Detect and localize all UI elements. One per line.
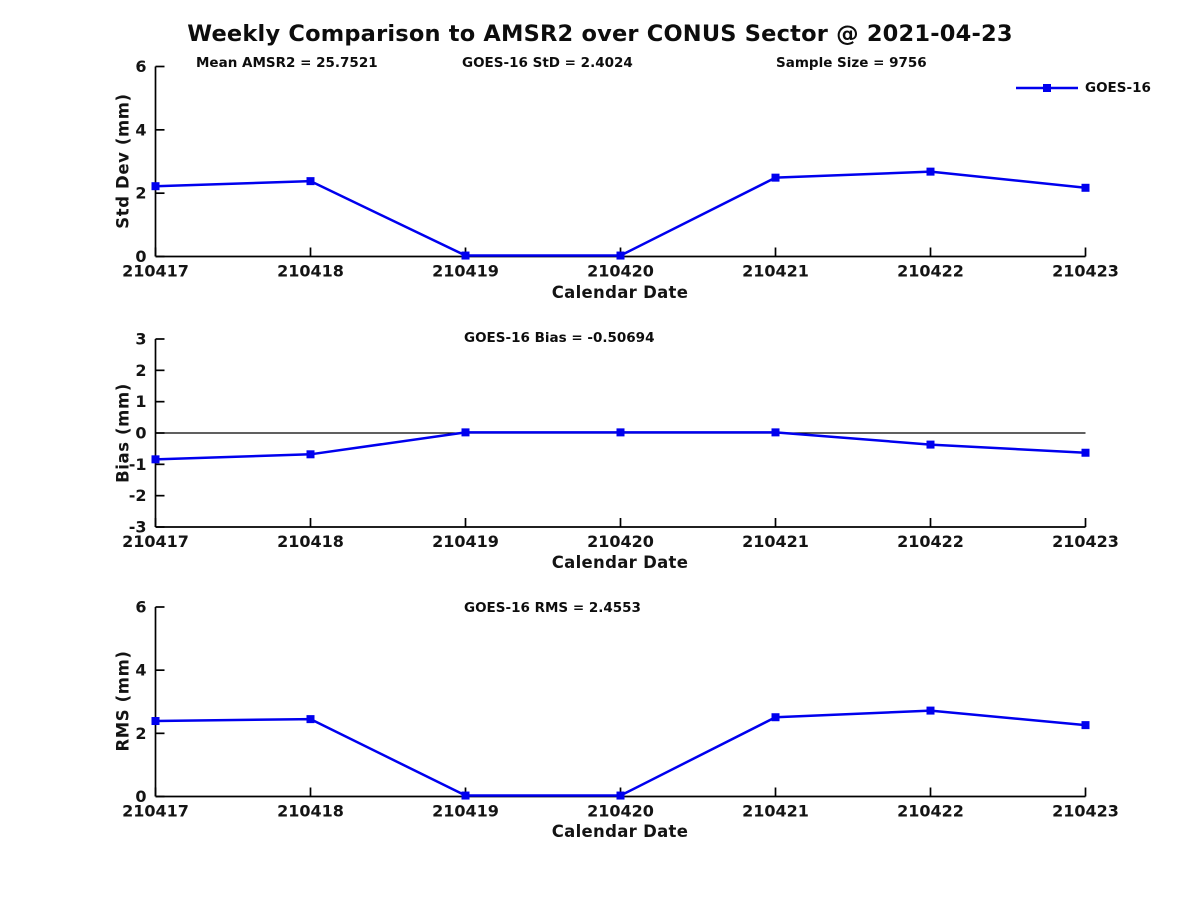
- legend-label: GOES-16: [1085, 80, 1151, 96]
- svg-text:210418: 210418: [277, 532, 344, 551]
- svg-text:210417: 210417: [122, 532, 189, 551]
- legend: GOES-16: [1016, 80, 1151, 96]
- xlabel-calendar-date-1: Calendar Date: [551, 283, 689, 302]
- svg-text:6: 6: [135, 598, 146, 617]
- svg-text:210420: 210420: [587, 802, 654, 821]
- svg-text:0: 0: [135, 247, 146, 266]
- svg-text:2: 2: [135, 184, 146, 203]
- xlabel-calendar-date-3: Calendar Date: [551, 822, 689, 841]
- annotation-goes16-std: GOES-16 StD = 2.4024: [462, 55, 633, 71]
- svg-text:210419: 210419: [432, 532, 499, 551]
- svg-text:210421: 210421: [742, 802, 809, 821]
- svg-text:210422: 210422: [897, 802, 964, 821]
- annotation-goes16-bias: GOES-16 Bias = -0.50694: [464, 330, 655, 346]
- annotation-mean-amsr2: Mean AMSR2 = 25.7521: [196, 55, 378, 71]
- figure-title: Weekly Comparison to AMSR2 over CONUS Se…: [187, 21, 1013, 47]
- svg-text:210420: 210420: [587, 262, 654, 281]
- svg-text:210418: 210418: [277, 802, 344, 821]
- annotation-goes16-rms: GOES-16 RMS = 2.4553: [464, 600, 641, 616]
- svg-text:4: 4: [135, 661, 146, 680]
- svg-text:210422: 210422: [897, 262, 964, 281]
- svg-text:210417: 210417: [122, 262, 189, 281]
- svg-text:2: 2: [135, 724, 146, 743]
- svg-text:-3: -3: [129, 518, 147, 537]
- svg-text:210420: 210420: [587, 532, 654, 551]
- svg-text:210423: 210423: [1052, 802, 1119, 821]
- svg-text:0: 0: [135, 424, 146, 443]
- svg-text:210422: 210422: [897, 532, 964, 551]
- svg-text:6: 6: [135, 57, 146, 76]
- svg-text:4: 4: [135, 120, 146, 139]
- svg-text:210418: 210418: [277, 262, 344, 281]
- svg-text:210423: 210423: [1052, 262, 1119, 281]
- svg-text:2: 2: [135, 361, 146, 380]
- svg-text:-2: -2: [129, 486, 147, 505]
- svg-text:3: 3: [135, 330, 146, 349]
- legend-line-marker-icon: [1016, 84, 1078, 92]
- svg-text:0: 0: [135, 787, 146, 806]
- svg-text:210421: 210421: [742, 532, 809, 551]
- svg-text:210417: 210417: [122, 802, 189, 821]
- svg-text:210421: 210421: [742, 262, 809, 281]
- svg-text:210423: 210423: [1052, 532, 1119, 551]
- svg-text:210419: 210419: [432, 262, 499, 281]
- xlabel-calendar-date-2: Calendar Date: [551, 553, 689, 572]
- svg-text:210419: 210419: [432, 802, 499, 821]
- svg-text:1: 1: [135, 392, 146, 411]
- svg-text:-1: -1: [129, 455, 147, 474]
- annotation-sample-size: Sample Size = 9756: [776, 55, 927, 71]
